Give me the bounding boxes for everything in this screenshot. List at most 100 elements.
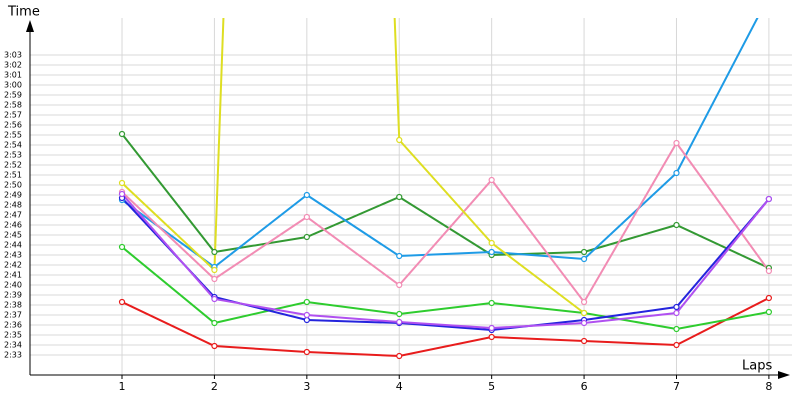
point — [673, 341, 680, 349]
point — [488, 176, 495, 184]
point — [211, 266, 218, 274]
point — [580, 248, 588, 256]
series-line — [121, 18, 585, 314]
point — [303, 311, 310, 319]
x-axis-arrow — [778, 371, 790, 379]
grid — [30, 18, 792, 375]
y-tick-label: 2:55 — [4, 131, 22, 140]
point — [396, 136, 403, 144]
point — [303, 298, 310, 306]
y-tick-label: 2:45 — [4, 231, 22, 240]
point — [765, 294, 772, 302]
x-tick-label: 7 — [673, 380, 680, 393]
point — [673, 221, 680, 229]
point — [765, 195, 772, 203]
point — [673, 169, 680, 177]
point — [118, 190, 126, 198]
x-tick-label: 6 — [581, 380, 588, 393]
point — [118, 179, 126, 187]
y-tick-label: 2:42 — [4, 261, 22, 270]
point — [765, 308, 772, 316]
y-tick-label: 2:44 — [4, 241, 22, 250]
point — [488, 248, 495, 256]
series-line — [121, 141, 770, 304]
point — [211, 248, 218, 256]
x-tick-label: 8 — [765, 380, 772, 393]
point — [580, 319, 588, 327]
x-tick-label: 5 — [488, 380, 495, 393]
point — [488, 333, 495, 341]
x-tick-label: 1 — [119, 380, 126, 393]
point — [396, 193, 403, 201]
x-tick-label: 2 — [211, 380, 218, 393]
point — [303, 348, 310, 356]
y-tick-label: 2:38 — [4, 301, 22, 310]
series-line — [121, 246, 770, 331]
point — [580, 298, 588, 306]
point — [303, 213, 310, 221]
point — [211, 319, 218, 327]
point — [765, 267, 772, 275]
point — [580, 309, 588, 317]
point — [118, 298, 126, 306]
y-tick-label: 2:58 — [4, 101, 22, 110]
point — [211, 275, 218, 283]
y-tick-label: 2:53 — [4, 151, 22, 160]
point — [673, 325, 680, 333]
point — [211, 295, 218, 303]
y-tick-label: 2:48 — [4, 201, 22, 210]
y-tick-label: 3:01 — [4, 71, 22, 80]
point — [211, 342, 218, 350]
series-line — [121, 133, 770, 269]
point — [303, 316, 310, 324]
y-tick-label: 2:54 — [4, 141, 22, 150]
y-tick-label: 2:35 — [4, 331, 22, 340]
point — [580, 337, 588, 345]
y-axis-arrow — [26, 20, 34, 32]
y-tick-label: 3:03 — [4, 51, 22, 60]
y-tick-label: 2:40 — [4, 281, 22, 290]
point — [580, 255, 588, 263]
series-line — [121, 297, 770, 358]
point — [303, 191, 310, 199]
x-axis-label: Laps — [742, 359, 772, 374]
y-tick-label: 3:02 — [4, 61, 22, 70]
point — [488, 324, 495, 332]
y-tick-label: 3:00 — [4, 81, 22, 90]
y-tick-label: 2:39 — [4, 291, 22, 300]
point — [396, 352, 403, 360]
y-tick-label: 2:36 — [4, 321, 22, 330]
point — [488, 239, 495, 247]
y-tick-label: 2:51 — [4, 171, 22, 180]
y-tick-label: 2:50 — [4, 181, 22, 190]
y-tick-label: 2:56 — [4, 121, 22, 130]
y-tick-label: 2:59 — [4, 91, 22, 100]
y-tick-label: 2:33 — [4, 351, 22, 360]
x-tick-label: 3 — [303, 380, 310, 393]
plot-area — [118, 18, 772, 360]
y-axis-label: Time — [7, 5, 40, 20]
point — [303, 233, 310, 241]
y-tick-label: 2:46 — [4, 221, 22, 230]
y-tick-label: 2:49 — [4, 191, 22, 200]
point — [396, 310, 403, 318]
x-tick-label: 4 — [396, 380, 403, 393]
y-tick-label: 2:52 — [4, 161, 22, 170]
point — [673, 309, 680, 317]
point — [396, 252, 403, 260]
series-line — [121, 193, 770, 330]
y-tick-label: 2:47 — [4, 211, 22, 220]
point — [396, 281, 403, 289]
series-line — [121, 18, 759, 269]
point — [673, 139, 680, 147]
point — [118, 243, 126, 251]
y-tick-label: 2:57 — [4, 111, 22, 120]
point — [396, 318, 403, 326]
point — [673, 303, 680, 311]
y-tick-label: 2:41 — [4, 271, 22, 280]
y-tick-label: 2:37 — [4, 311, 22, 320]
y-tick-label: 2:34 — [4, 341, 22, 350]
y-tick-label: 2:43 — [4, 251, 22, 260]
point — [488, 299, 495, 307]
